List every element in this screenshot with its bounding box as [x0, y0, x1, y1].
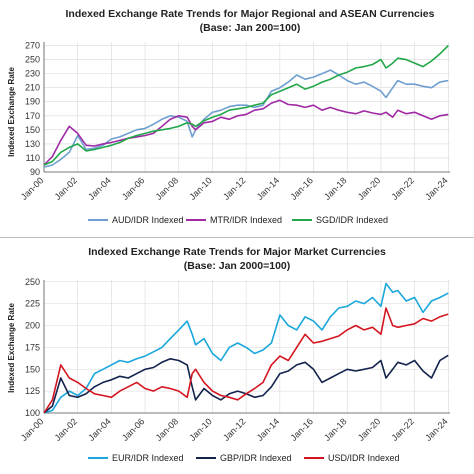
x-tick-label: Jan-12: [221, 175, 248, 202]
y-tick-label: 210: [25, 83, 40, 93]
y-tick-label: 150: [25, 364, 40, 374]
chart-subtitle: (Base: Jan 200=100): [200, 22, 301, 34]
series-line-usd: [43, 307, 449, 414]
legend-label: SGD/IDR Indexed: [316, 215, 388, 225]
x-tick-label: Jan-20: [356, 416, 383, 443]
x-tick-label: Jan-18: [322, 416, 349, 443]
regional-asean-chart: Indexed Exchange Rate Trends for Major R…: [7, 8, 450, 225]
chart-subtitle: (Base: Jan 2000=100): [184, 260, 291, 272]
x-tick-label: Jan-06: [120, 175, 147, 202]
legend: EUR/IDR Indexed GBP/IDR Indexed USD/IDR In…: [88, 453, 400, 463]
y-tick-label: 270: [25, 41, 40, 51]
x-tick-label: Jan-00: [19, 175, 46, 202]
x-tick-label: Jan-24: [423, 416, 450, 443]
y-tick-label: 200: [25, 321, 40, 331]
chart-title: Indexed Exchange Rate Trends for Major R…: [66, 8, 435, 20]
legend-label: AUD/IDR Indexed: [112, 215, 184, 225]
y-tick-label: 230: [25, 69, 40, 79]
y-tick-label: 175: [25, 342, 40, 352]
y-tick-label: 150: [25, 125, 40, 135]
x-tick-label: Jan-06: [120, 416, 147, 443]
x-tick-label: Jan-00: [19, 416, 46, 443]
legend-label: USD/IDR Indexed: [328, 453, 400, 463]
x-tick-label: Jan-08: [154, 175, 181, 202]
x-tick-label: Jan-04: [86, 175, 113, 202]
x-tick-label: Jan-16: [288, 175, 315, 202]
x-tick-label: Jan-16: [288, 416, 315, 443]
legend-label: MTR/IDR Indexed: [210, 215, 282, 225]
x-tick-label: Jan-04: [86, 416, 113, 443]
y-tick-label: 250: [25, 55, 40, 65]
y-tick-label: 90: [30, 167, 40, 177]
series-line-aud: [43, 69, 449, 168]
y-tick-label: 190: [25, 97, 40, 107]
x-tick-label: Jan-08: [154, 416, 181, 443]
x-tick-label: Jan-02: [53, 416, 80, 443]
x-tick-label: Jan-18: [322, 175, 349, 202]
x-tick-label: Jan-10: [187, 416, 214, 443]
y-tick-label: 170: [25, 111, 40, 121]
y-tick-label: 225: [25, 299, 40, 309]
y-tick-label: 250: [25, 277, 40, 287]
series-line-eur: [43, 282, 449, 414]
y-tick-label: 130: [25, 139, 40, 149]
legend-label: GBP/IDR Indexed: [220, 453, 292, 463]
y-tick-label: 100: [25, 408, 40, 418]
x-tick-label: Jan-20: [356, 175, 383, 202]
y-tick-label: 110: [26, 153, 40, 163]
legend: AUD/IDR Indexed MTR/IDR Indexed SGD/IDR In…: [88, 215, 388, 225]
y-axis-label: Indexed Exchange Rate: [7, 67, 16, 157]
x-tick-label: Jan-24: [423, 175, 450, 202]
major-market-chart: Indexed Exchange Rate Trends for Major M…: [7, 246, 450, 463]
plot-area: 90 110 130 150 170 190 210 230 250 270 Jan-00 Jan-0…: [19, 41, 450, 202]
x-tick-label: Jan-14: [255, 416, 282, 443]
x-tick-label: Jan-12: [221, 416, 248, 443]
series-line-mtr: [43, 99, 449, 166]
x-tick-label: Jan-22: [389, 175, 416, 202]
x-tick-label: Jan-14: [255, 175, 282, 202]
plot-area: 100 125 150 175 200 225 250 Jan-00 Jan-02 Jan-04 J…: [19, 277, 450, 443]
y-tick-label: 125: [25, 386, 40, 396]
series-line-sgd: [43, 44, 449, 166]
x-tick-label: Jan-10: [187, 175, 214, 202]
legend-label: EUR/IDR Indexed: [112, 453, 184, 463]
chart-title: Indexed Exchange Rate Trends for Major M…: [88, 246, 386, 258]
y-axis-label: Indexed Exchange Rate: [7, 303, 16, 393]
x-tick-label: Jan-22: [389, 416, 416, 443]
x-tick-label: Jan-02: [53, 175, 80, 202]
